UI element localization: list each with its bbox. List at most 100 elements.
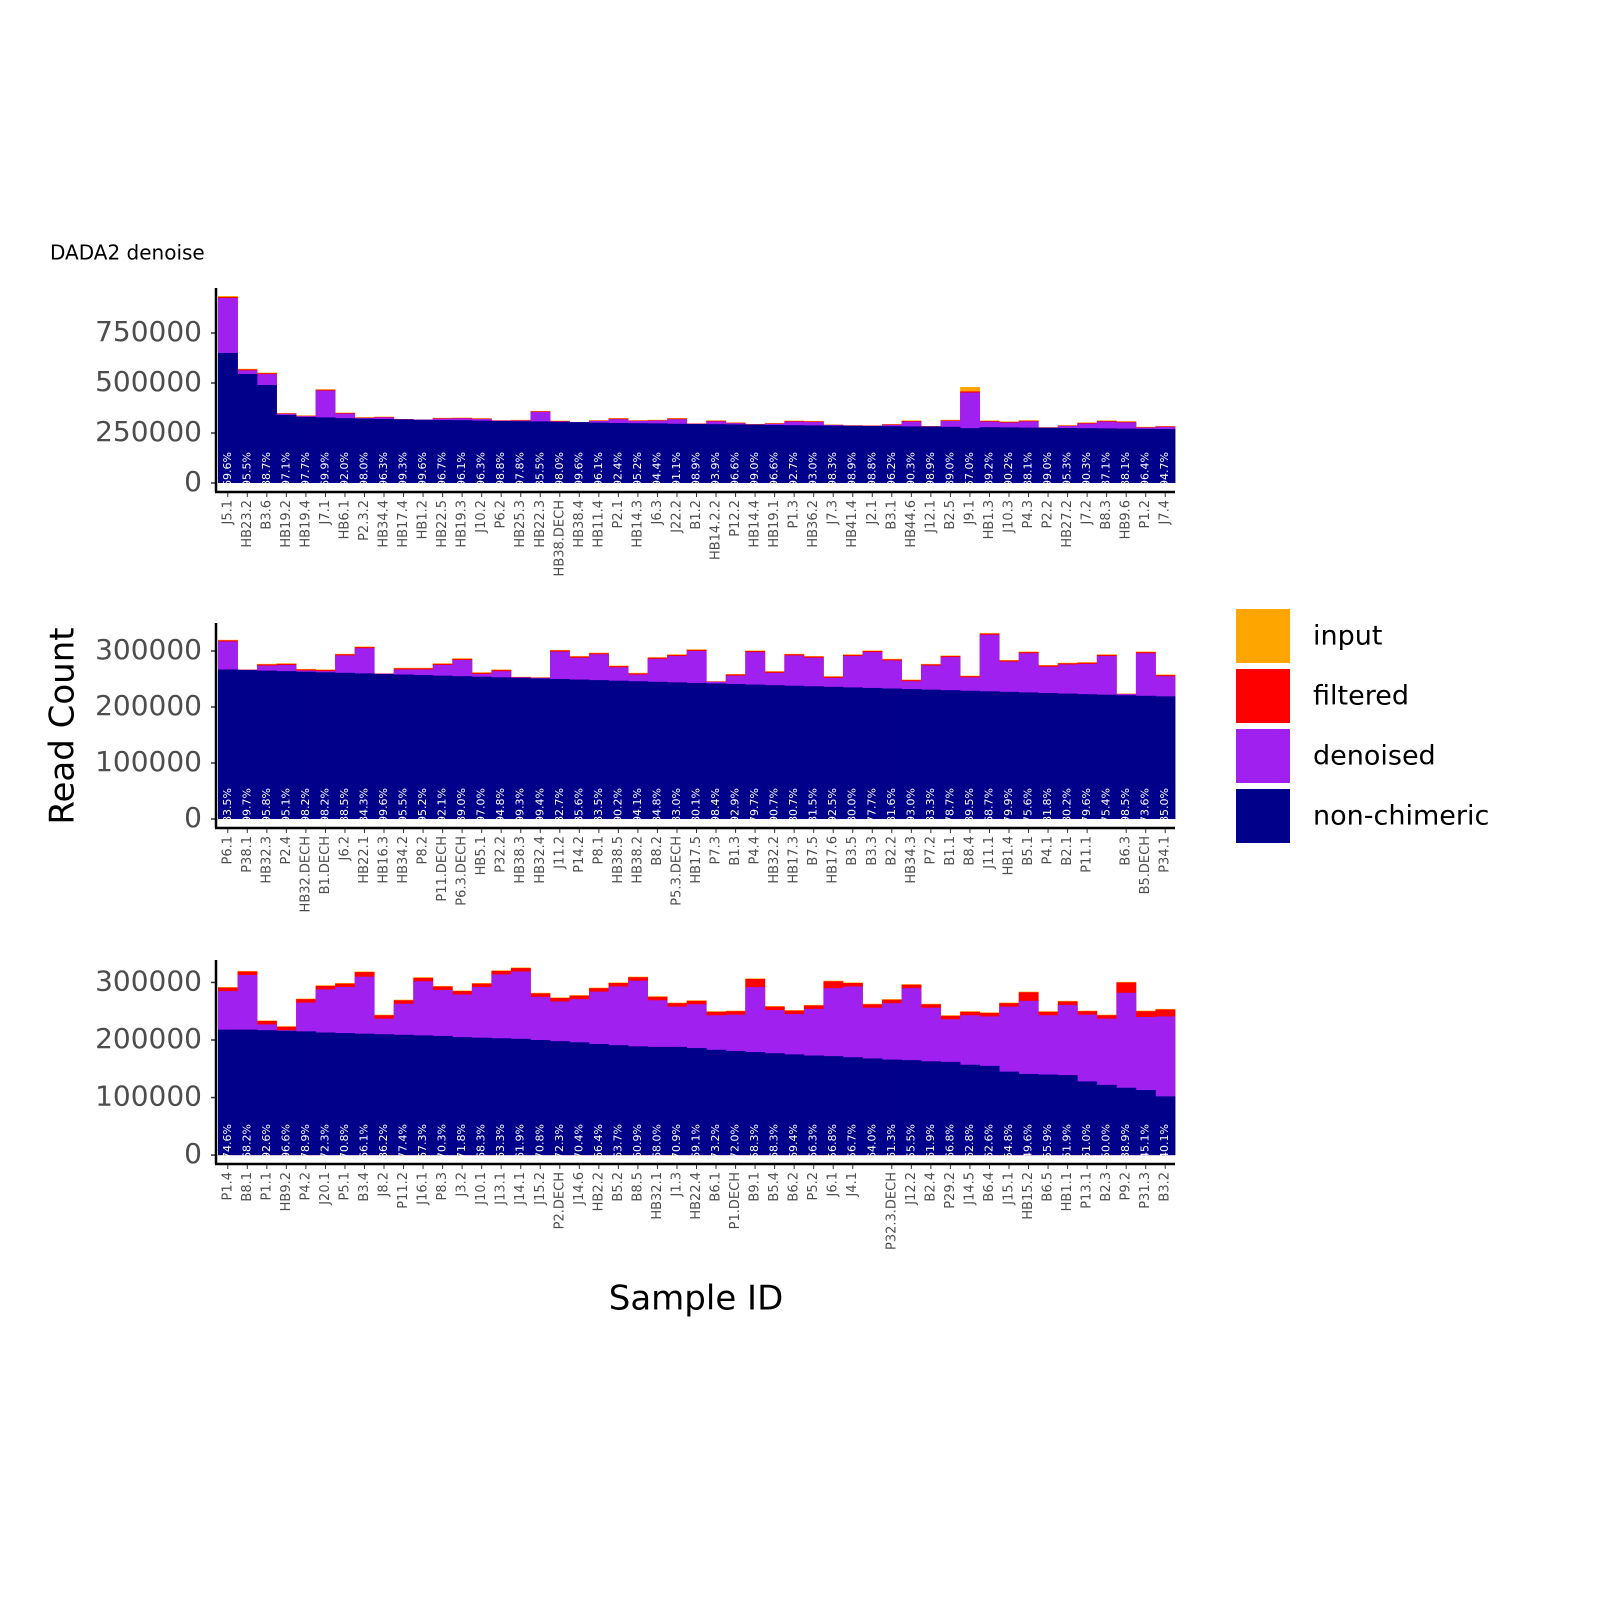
bar-label: 66.3% bbox=[807, 1124, 820, 1159]
x-tick-label: HB1.1 bbox=[1060, 1172, 1075, 1211]
x-tick-label: P5.1 bbox=[337, 1172, 352, 1201]
bar-label: 89.5% bbox=[963, 788, 976, 823]
bar bbox=[784, 685, 805, 819]
bar-label: 96.3% bbox=[475, 452, 488, 487]
bar-label: 91.1% bbox=[670, 452, 683, 487]
x-tick-label: P32.3.DECH bbox=[884, 1172, 899, 1250]
x-tick-label: B1.1 bbox=[943, 836, 958, 866]
bar bbox=[393, 1034, 414, 1156]
bar-label: 85.0% bbox=[1158, 788, 1171, 823]
bar-label: 85.6% bbox=[572, 788, 585, 823]
bar-label: 99.3% bbox=[397, 452, 410, 487]
x-tick-label: J7.4 bbox=[1158, 500, 1173, 526]
x-tick-label: J6.1 bbox=[826, 1172, 841, 1198]
bar bbox=[862, 1058, 883, 1156]
bar bbox=[921, 689, 941, 819]
bar bbox=[999, 691, 1020, 819]
bar-label: 51.0% bbox=[1080, 1124, 1093, 1159]
bar-label: 56.8% bbox=[826, 1124, 839, 1159]
bar-label: 98.8% bbox=[494, 452, 507, 487]
bar-label: 73.6% bbox=[1139, 788, 1152, 823]
bar bbox=[354, 1033, 375, 1156]
x-tick-label: J12.1 bbox=[923, 500, 938, 534]
legend-label: filtered bbox=[1313, 681, 1409, 712]
bar-label: 98.9% bbox=[924, 452, 937, 487]
x-tick-label: P1.1 bbox=[259, 1172, 274, 1201]
x-tick-label: B3.1 bbox=[884, 500, 899, 530]
bar-label: 95.5% bbox=[240, 452, 253, 487]
bar-label: 94.4% bbox=[650, 452, 663, 487]
bar bbox=[452, 1037, 473, 1156]
x-tick-label: P4.3 bbox=[1021, 500, 1036, 529]
bar-label: 96.1% bbox=[592, 452, 605, 487]
bar-label: 97.0% bbox=[475, 788, 488, 823]
bar bbox=[530, 421, 551, 483]
bar-label: 95.2% bbox=[631, 452, 644, 487]
bar bbox=[491, 421, 512, 483]
x-tick-label: P8.3 bbox=[435, 1172, 450, 1201]
x-tick-label: P8.1 bbox=[591, 836, 606, 865]
bar-label: 98.9% bbox=[690, 452, 703, 487]
bar-label: 90.3% bbox=[1080, 452, 1093, 487]
bar bbox=[413, 1035, 434, 1156]
bar bbox=[960, 1064, 980, 1156]
bar-label: 99.3% bbox=[514, 788, 527, 823]
bar bbox=[315, 417, 336, 483]
x-tick-label: HB34.2 bbox=[396, 836, 411, 884]
x-tick-label: B3.6 bbox=[259, 500, 274, 530]
bar-label: 81.6% bbox=[885, 788, 898, 823]
x-tick-label: B1.DECH bbox=[318, 836, 333, 894]
bar bbox=[686, 682, 707, 819]
bar-label: 92.4% bbox=[611, 452, 624, 487]
bar bbox=[706, 683, 727, 819]
bar bbox=[999, 1071, 1020, 1156]
x-tick-label: HB32.1 bbox=[650, 1172, 665, 1220]
y-tick-label: 100000 bbox=[95, 1080, 202, 1113]
bar bbox=[628, 681, 648, 819]
bar-label: 77.4% bbox=[397, 1124, 410, 1159]
bar-label: 70.4% bbox=[572, 1124, 585, 1159]
bar bbox=[491, 677, 512, 819]
x-tick-label: P11.1 bbox=[1080, 836, 1095, 873]
x-tick-label: J2.1 bbox=[865, 500, 880, 526]
bar-label: 62.6% bbox=[982, 1124, 995, 1159]
y-tick-label: 100000 bbox=[95, 745, 202, 778]
x-tick-label: P12.2 bbox=[728, 500, 743, 537]
bar bbox=[921, 426, 941, 483]
bar bbox=[354, 418, 375, 483]
bar bbox=[686, 424, 707, 483]
bar bbox=[432, 1035, 453, 1156]
bar bbox=[823, 686, 844, 819]
bar-label: 50.0% bbox=[1100, 1124, 1113, 1159]
x-tick-label: HB5.1 bbox=[474, 836, 489, 875]
bar bbox=[413, 419, 434, 483]
bar-label: 92.7% bbox=[787, 452, 800, 487]
x-tick-label: B6.3 bbox=[1119, 836, 1134, 866]
bar bbox=[589, 680, 609, 819]
bar-label: 98.5% bbox=[1119, 788, 1132, 823]
x-tick-label: J7.2 bbox=[1080, 500, 1095, 526]
bar-label: 84.3% bbox=[357, 788, 370, 823]
bar-label: 55.9% bbox=[1041, 1124, 1054, 1159]
x-tick-label: J6.2 bbox=[337, 836, 352, 862]
y-tick-label: 200000 bbox=[95, 689, 202, 722]
bar bbox=[296, 671, 316, 819]
bar-label: 99.0% bbox=[748, 452, 761, 487]
bar-label: 68.0% bbox=[650, 1124, 663, 1159]
bar-label: 56.7% bbox=[846, 1124, 859, 1159]
bar-label: 90.3% bbox=[904, 452, 917, 487]
x-tick-label: HB9.6 bbox=[1119, 500, 1134, 539]
bar-label: 90.7% bbox=[768, 788, 781, 823]
bar-label: 99.6% bbox=[572, 452, 585, 487]
x-tick-label: HB14.3 bbox=[630, 500, 645, 548]
x-tick-label: B2.5 bbox=[943, 500, 958, 530]
bar bbox=[940, 1061, 961, 1156]
bar bbox=[647, 681, 668, 819]
x-tick-label: P2.2 bbox=[1041, 500, 1056, 529]
bar bbox=[393, 674, 414, 819]
x-tick-label: P4.1 bbox=[1041, 836, 1056, 865]
bar bbox=[1018, 427, 1039, 483]
x-tick-label: P4.4 bbox=[748, 836, 763, 865]
x-tick-label: HB1.4 bbox=[1001, 836, 1016, 875]
